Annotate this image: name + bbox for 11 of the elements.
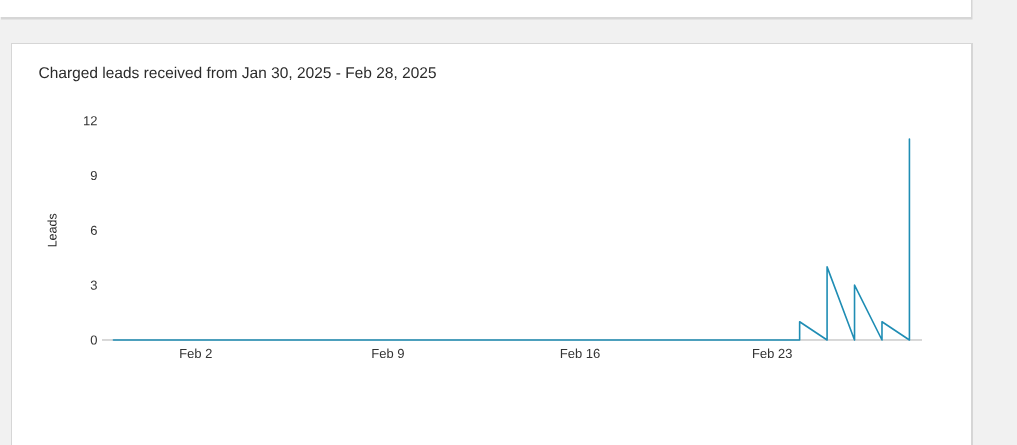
y-axis-title: Leads [47, 213, 57, 247]
y-tick-label: 9 [90, 170, 97, 181]
x-tick-label: Feb 9 [372, 348, 404, 359]
y-tick-label: 12 [84, 116, 97, 126]
y-tick-label: 3 [90, 280, 97, 290]
y-tick-label: 0 [90, 335, 97, 345]
x-tick-label: Feb 23 [753, 348, 792, 359]
chart-title: Charged leads received from Jan 30, 2025 - Feb 28, 2025 [39, 66, 436, 82]
x-tick-label: Feb 16 [560, 348, 600, 359]
y-tick-label: 6 [90, 225, 97, 235]
x-tick-label: Feb 2 [180, 348, 212, 359]
